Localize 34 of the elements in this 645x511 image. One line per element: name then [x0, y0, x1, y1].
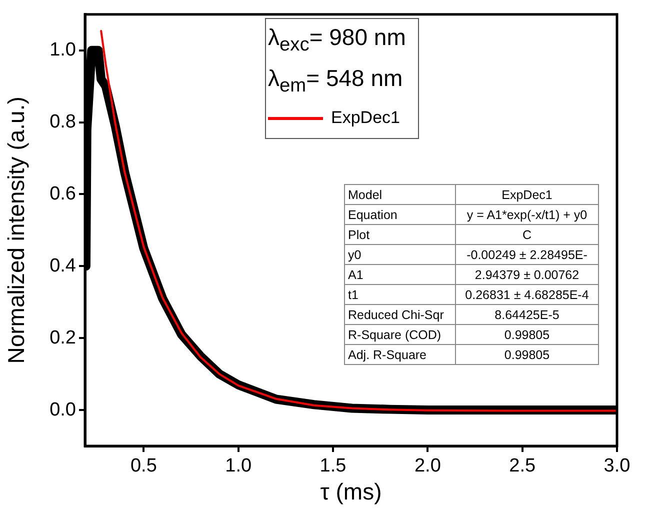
annotation: y0	[344, 244, 456, 264]
annotation: t1	[344, 284, 456, 304]
x-tick-label: 3.0	[604, 456, 630, 477]
x-tick-label: 2.5	[509, 456, 536, 477]
x-tick-label: 0.5	[130, 456, 157, 477]
annotation: Model	[344, 184, 456, 204]
annotation: ExpDec1	[456, 184, 598, 204]
annotation: -0.00249 ± 2.28495E-	[456, 244, 598, 264]
legend-label: ExpDec1	[331, 107, 400, 130]
annotation: A1	[344, 264, 456, 284]
annotation: C	[456, 224, 598, 244]
y-tick-label: 0.2	[50, 327, 76, 348]
annotation: R-Square (COD)	[344, 324, 456, 344]
y-tick-label: 0.4	[50, 255, 76, 276]
x-tick-label: 1.5	[320, 456, 346, 477]
y-tick-label: 0.6	[50, 183, 76, 204]
annotation: 8.64425E-5	[456, 304, 598, 324]
y-tick-label: 0.0	[50, 399, 76, 420]
annotation: Adj. R-Square	[344, 344, 456, 364]
annotation: 0.26831 ± 4.68285E-4	[456, 284, 598, 304]
annotation: y = A1*exp(-x/t1) + y0	[456, 204, 598, 224]
annotation: Plot	[344, 224, 456, 244]
x-tick-label: 1.0	[225, 456, 252, 477]
annotation: 2.94379 ± 0.00762	[456, 264, 598, 284]
annotation: 0.99805	[456, 344, 598, 364]
annotation: Equation	[344, 204, 456, 224]
x-tick-label: 2.0	[414, 456, 441, 477]
y-tick-label: 1.0	[50, 40, 76, 61]
annotation: Reduced Chi-Sqr	[344, 304, 456, 324]
annotation: 0.99805	[456, 324, 598, 344]
text: λ$_{exc}$= 980 nm λ$_{em}$= 548 nm	[268, 24, 406, 96]
y-axis-title: Normalized intensity (a.u.)	[3, 96, 30, 364]
x-axis-title: τ (ms)	[320, 478, 382, 505]
y-tick-label: 0.8	[50, 112, 76, 133]
